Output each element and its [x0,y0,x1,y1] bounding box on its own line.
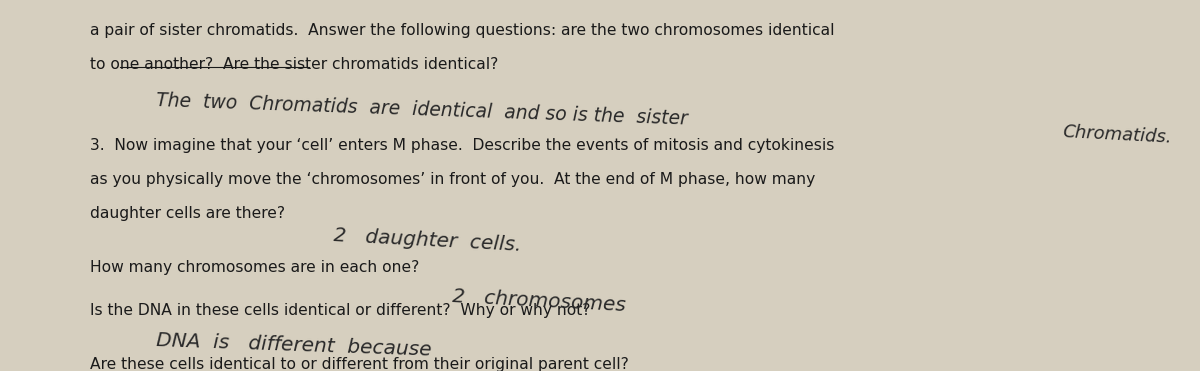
Text: Chromatids.: Chromatids. [1062,123,1172,147]
Text: daughter cells are there?: daughter cells are there? [90,206,286,221]
Text: How many chromosomes are in each one?: How many chromosomes are in each one? [90,260,420,275]
Text: a pair of sister chromatids.  Answer the following questions: are the two chromo: a pair of sister chromatids. Answer the … [90,23,835,38]
Text: Is the DNA in these cells identical or different?  Why or why not?: Is the DNA in these cells identical or d… [90,303,590,318]
Text: The  two  Chromatids  are  identical  and so is the  sister: The two Chromatids are identical and so … [156,91,688,128]
Text: DNA  is   different  because: DNA is different because [156,331,431,360]
Text: 2   chromosomes: 2 chromosomes [451,286,626,315]
Text: as you physically move the ‘chromosomes’ in front of you.  At the end of M phase: as you physically move the ‘chromosomes’… [90,172,816,187]
Text: to one another?  Are the sister chromatids identical?: to one another? Are the sister chromatid… [90,57,499,72]
Text: 2   daughter  cells.: 2 daughter cells. [334,226,522,255]
Text: Are these cells identical to or different from their original parent cell?: Are these cells identical to or differen… [90,358,629,371]
Text: 3.  Now imagine that your ‘cell’ enters M phase.  Describe the events of mitosis: 3. Now imagine that your ‘cell’ enters M… [90,138,835,153]
